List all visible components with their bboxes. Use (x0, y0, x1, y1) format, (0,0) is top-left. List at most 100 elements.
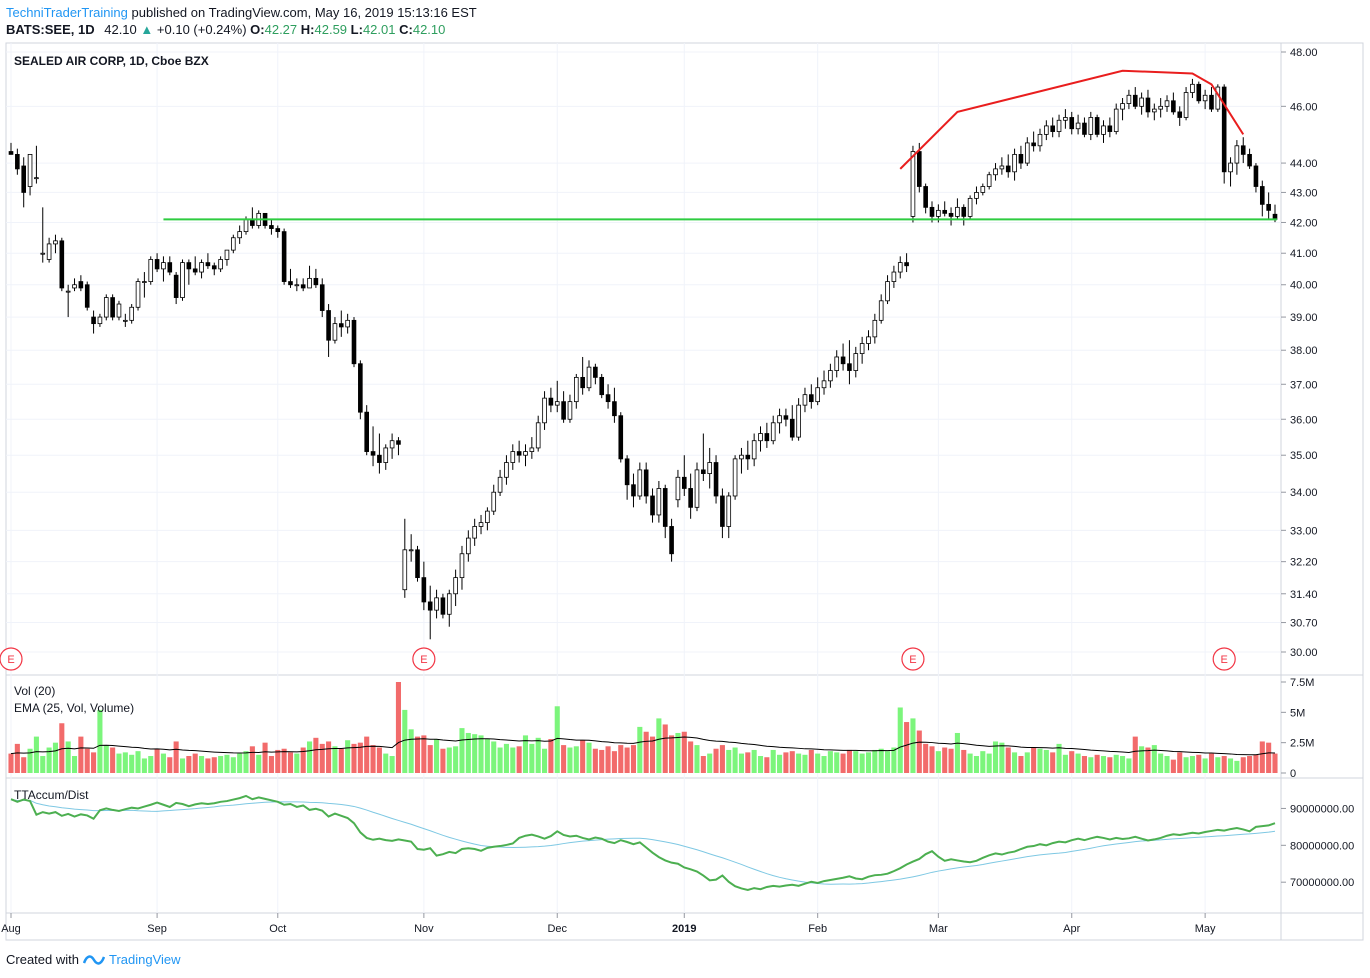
chart-title: SEALED AIR CORP, 1D, Cboe BZX (14, 54, 209, 68)
candle-body (1139, 97, 1144, 107)
candle-body (65, 290, 71, 293)
candle-body (891, 271, 897, 282)
candle-body (1209, 94, 1214, 110)
candle-body (1018, 154, 1024, 164)
accum-legend: TTAccum/Dist (14, 788, 89, 802)
candle-body (53, 240, 58, 245)
high-value: 42.59 (314, 22, 348, 37)
volume-bar (65, 741, 71, 773)
accum-ma-line (10, 798, 1276, 885)
candle-body (27, 154, 33, 187)
candle-body (510, 451, 516, 463)
volume-bar (453, 746, 459, 773)
candle-body (383, 447, 389, 463)
candle-body (656, 488, 662, 516)
candle-body (1221, 86, 1227, 173)
volume-bar (281, 748, 287, 773)
volume-bar (21, 757, 27, 773)
candle-body (123, 319, 128, 322)
volume-bar (14, 743, 20, 773)
volume-bar (999, 742, 1005, 773)
volume-bar (688, 741, 694, 773)
volume-bar (129, 754, 135, 773)
volume-bar (592, 748, 598, 773)
volume-bar (808, 749, 814, 773)
candle-body (1082, 122, 1087, 135)
price-tick-label: 30.00 (1290, 647, 1318, 659)
volume-bar (91, 752, 97, 773)
candle-body (459, 553, 465, 579)
candle-body (523, 451, 528, 456)
volume-bar (199, 756, 205, 773)
volume-bar (954, 732, 960, 773)
volume-bar (364, 736, 370, 773)
candle-body (1171, 100, 1176, 113)
volume-bar (8, 753, 14, 773)
volume-bar (1202, 758, 1208, 773)
candle-body (612, 401, 617, 417)
candle-body (186, 262, 192, 270)
candle-body (745, 454, 751, 460)
candle-body (351, 319, 357, 365)
volume-bar (1164, 756, 1170, 773)
candle-body (942, 209, 948, 214)
volume-bar (1075, 753, 1081, 773)
x-tick-label: Mar (929, 923, 948, 935)
price-tick-label: 33.00 (1290, 525, 1318, 537)
volume-bar (1253, 754, 1259, 773)
candle-body (631, 484, 636, 497)
candle-body (751, 440, 757, 460)
candle-body (427, 601, 433, 611)
candle-body (1266, 203, 1271, 211)
volume-bar (618, 745, 624, 773)
candle-body (948, 212, 954, 217)
volume-bar (186, 756, 192, 773)
volume-bar (154, 748, 160, 773)
candle-body (1050, 125, 1055, 132)
volume-bar (1132, 736, 1138, 773)
volume-bar (904, 722, 910, 773)
candle-body (103, 297, 109, 318)
candle-body (180, 262, 185, 298)
volume-tick-label: 7.5M (1290, 677, 1314, 689)
volume-bar (599, 749, 605, 773)
volume-bar (27, 748, 33, 773)
price-tick-label: 32.20 (1290, 557, 1318, 569)
tradingview-logo-icon (82, 954, 105, 965)
candle-body (148, 259, 154, 282)
volume-bar (827, 751, 833, 773)
volume-bar (764, 757, 770, 773)
volume-bar (1094, 754, 1100, 773)
author-link[interactable]: TechniTraderTraining (6, 5, 128, 20)
publish-info: published on TradingView.com, May 16, 20… (131, 5, 477, 20)
candle-body (650, 495, 655, 516)
volume-bar (789, 751, 795, 773)
price-tick-label: 42.00 (1290, 217, 1318, 229)
tradingview-brand[interactable]: TradingView (108, 952, 181, 967)
volume-bar (1100, 756, 1107, 773)
candle-body (275, 228, 281, 233)
price-tick-label: 31.40 (1290, 589, 1318, 601)
candle-body (21, 165, 27, 193)
candle-body (1094, 117, 1100, 135)
volume-bar (796, 753, 802, 773)
volume-bar (97, 709, 103, 773)
volume-bar (383, 753, 389, 773)
candle-body (446, 593, 452, 615)
volume-bar (313, 737, 319, 773)
candle-body (694, 469, 700, 508)
candle-body (1228, 162, 1233, 173)
volume-bar (935, 751, 941, 773)
x-tick-label: Oct (269, 923, 286, 935)
candle-body (637, 469, 643, 497)
up-triangle-icon: ▲ (140, 22, 154, 37)
candle-body (923, 186, 928, 208)
candle-body (1177, 111, 1183, 118)
volume-bar (33, 736, 39, 773)
volume-bar (78, 736, 84, 773)
volume-bar (1113, 754, 1119, 773)
volume-tick-label: 2.5M (1290, 738, 1314, 750)
candle-body (1024, 142, 1030, 164)
volume-bar (503, 743, 509, 773)
